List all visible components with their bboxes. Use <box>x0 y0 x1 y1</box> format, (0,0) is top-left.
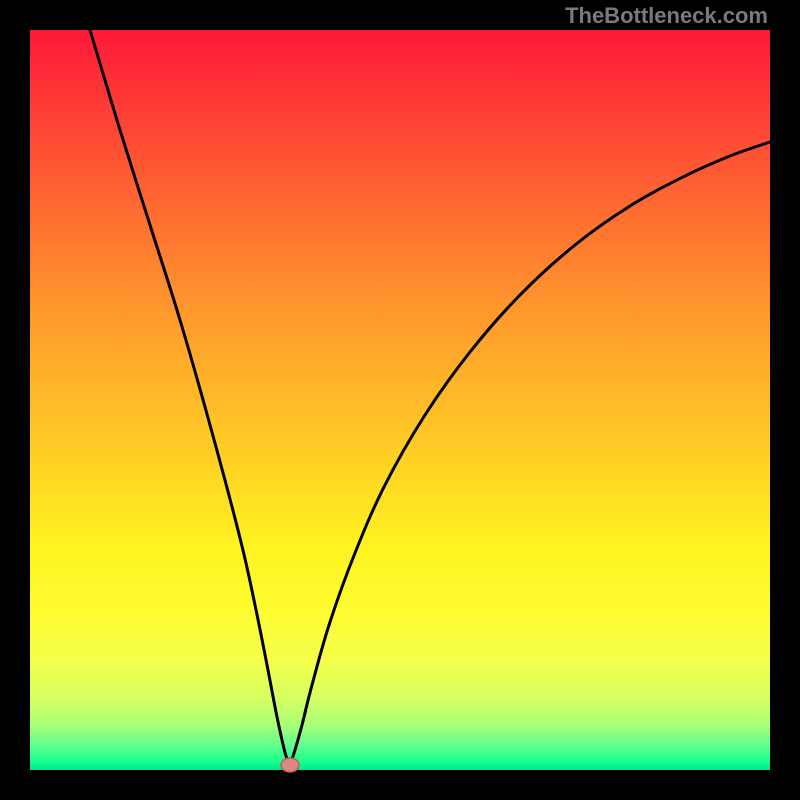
watermark-text: TheBottleneck.com <box>565 3 768 29</box>
minimum-marker <box>281 758 299 772</box>
curve-left-branch <box>90 30 290 765</box>
bottleneck-curve <box>0 0 800 800</box>
curve-right-branch <box>290 142 770 765</box>
chart-frame: TheBottleneck.com <box>0 0 800 800</box>
